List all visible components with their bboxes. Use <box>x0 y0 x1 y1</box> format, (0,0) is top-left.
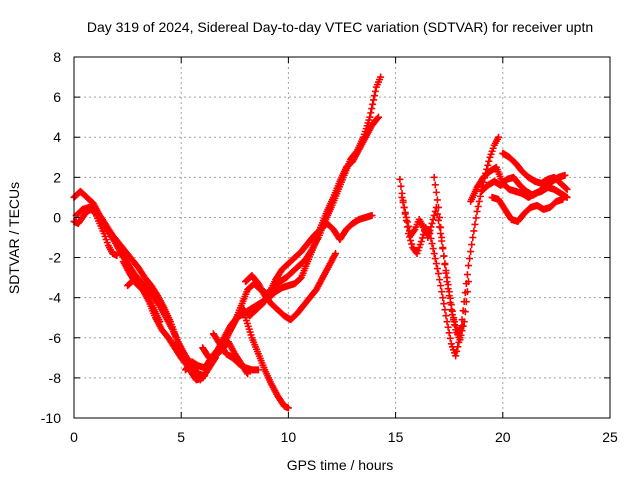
y-tick-label: 0 <box>53 209 61 225</box>
x-axis-label: GPS time / hours <box>287 457 394 473</box>
y-tick-label: 4 <box>53 129 61 145</box>
chart-title: Day 319 of 2024, Sidereal Day-to-day VTE… <box>87 19 593 35</box>
plus-marker-trace <box>209 330 262 374</box>
y-tick-labels: -10 -8 -6 -4 -2 0 2 4 6 8 <box>41 49 61 426</box>
y-tick-label: 6 <box>53 89 61 105</box>
y-tick-label: -4 <box>49 290 62 306</box>
x-tick-label: 10 <box>281 429 297 445</box>
series-arc-9 <box>242 250 340 324</box>
y-tick-label: 8 <box>53 49 61 65</box>
plus-marker-trace <box>396 133 503 360</box>
x-tick-label: 15 <box>388 429 404 445</box>
data-series <box>70 73 571 412</box>
plus-marker-trace <box>124 276 164 326</box>
y-axis-label: SDTVAR / TECUs <box>6 182 22 294</box>
x-tick-label: 5 <box>177 429 185 445</box>
axis-ticks <box>73 56 611 419</box>
x-tick-label: 20 <box>495 429 511 445</box>
plus-marker-trace <box>499 149 571 193</box>
series-arc-5 <box>124 276 164 326</box>
plus-marker-trace <box>398 193 466 338</box>
plus-marker-trace <box>488 193 567 225</box>
series-arc-18 <box>488 193 567 225</box>
x-tick-labels: 0 5 10 15 20 25 <box>70 429 618 445</box>
series-arc-13 <box>396 133 503 360</box>
series-arc-12 <box>209 330 262 374</box>
series-arc-19 <box>499 149 571 193</box>
y-tick-label: -10 <box>41 410 61 426</box>
y-tick-label: -2 <box>49 250 62 266</box>
x-tick-label: 25 <box>602 429 618 445</box>
series-arc-14 <box>398 193 466 338</box>
plus-marker-trace <box>242 314 292 412</box>
y-tick-label: -8 <box>49 370 62 386</box>
series-arc-15 <box>430 173 472 344</box>
plot-area-border <box>73 56 611 419</box>
plus-marker-trace <box>430 173 472 344</box>
y-tick-label: -6 <box>49 330 62 346</box>
plus-marker-trace <box>242 250 340 324</box>
series-arc-11 <box>242 314 292 412</box>
y-tick-label: 2 <box>53 169 61 185</box>
x-tick-label: 0 <box>70 429 78 445</box>
